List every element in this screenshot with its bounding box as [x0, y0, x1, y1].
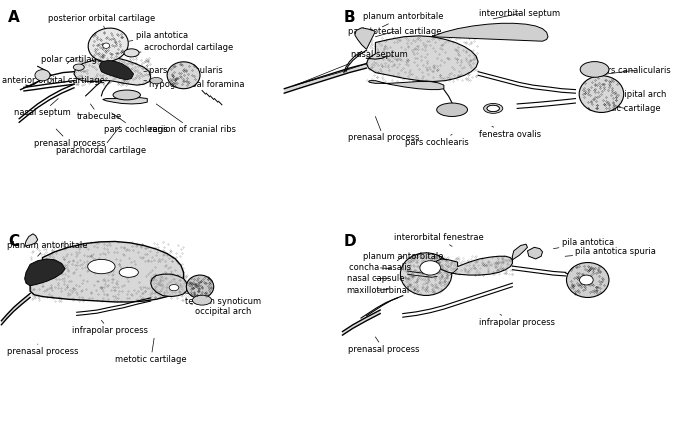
Ellipse shape [579, 76, 623, 112]
Text: maxilloturbinal: maxilloturbinal [347, 286, 410, 295]
Ellipse shape [487, 105, 499, 112]
Polygon shape [284, 64, 366, 93]
Ellipse shape [566, 263, 609, 297]
Text: posterior orbital cartilage: posterior orbital cartilage [48, 14, 155, 34]
Text: planum antorbitale: planum antorbitale [363, 252, 444, 261]
Ellipse shape [580, 61, 609, 77]
Text: pila antotica: pila antotica [553, 238, 614, 249]
Ellipse shape [420, 261, 440, 275]
Text: prenasal process: prenasal process [34, 129, 105, 148]
Text: planum antorbitale: planum antorbitale [7, 241, 88, 256]
Text: interorbital septum: interorbital septum [479, 9, 560, 19]
Text: parietotectal cartilage: parietotectal cartilage [348, 27, 441, 37]
Ellipse shape [113, 90, 140, 100]
Text: occipital arch: occipital arch [604, 87, 666, 99]
Text: metotic cartilage: metotic cartilage [115, 338, 187, 364]
Text: trabeculae: trabeculae [77, 104, 122, 121]
Polygon shape [103, 98, 147, 104]
Text: anterior orbital cartilage: anterior orbital cartilage [2, 76, 105, 85]
Polygon shape [1, 293, 30, 325]
Polygon shape [512, 244, 527, 260]
Ellipse shape [167, 62, 200, 89]
Text: parachordal cartilage: parachordal cartilage [56, 126, 147, 155]
Ellipse shape [192, 295, 212, 305]
Ellipse shape [437, 103, 467, 116]
Polygon shape [435, 256, 512, 275]
Polygon shape [527, 247, 543, 259]
Text: planum antorbitale: planum antorbitale [363, 12, 444, 27]
Text: pars cochlearis: pars cochlearis [104, 113, 168, 134]
Text: infrapolar process: infrapolar process [72, 320, 148, 335]
Polygon shape [74, 57, 151, 85]
Ellipse shape [88, 259, 115, 274]
Polygon shape [99, 60, 134, 80]
Text: C: C [8, 234, 19, 249]
Text: D: D [344, 234, 356, 249]
Text: tectum synoticum: tectum synoticum [182, 292, 261, 306]
Ellipse shape [88, 28, 128, 61]
Text: nasal septum: nasal septum [14, 99, 71, 117]
Ellipse shape [580, 275, 593, 285]
Text: pars canalicularis: pars canalicularis [597, 66, 671, 75]
Text: B: B [344, 10, 356, 25]
Text: A: A [8, 10, 20, 25]
Text: metotic cartilage: metotic cartilage [589, 101, 661, 113]
Text: polar cartilage: polar cartilage [41, 55, 102, 64]
Ellipse shape [169, 284, 179, 291]
Ellipse shape [73, 64, 84, 70]
Polygon shape [25, 234, 38, 246]
Ellipse shape [186, 275, 214, 298]
Ellipse shape [103, 43, 110, 48]
Polygon shape [366, 36, 478, 82]
Ellipse shape [484, 103, 503, 113]
Text: interorbital fenestrae: interorbital fenestrae [393, 233, 484, 246]
Text: pars cochlearis: pars cochlearis [405, 134, 469, 147]
Polygon shape [25, 259, 65, 286]
Text: pila antotica: pila antotica [129, 31, 188, 41]
Text: fenestra ovalis: fenestra ovalis [479, 126, 542, 139]
Polygon shape [369, 81, 444, 90]
Ellipse shape [35, 69, 50, 81]
Ellipse shape [124, 49, 139, 57]
Text: occipital arch: occipital arch [190, 304, 251, 316]
Polygon shape [355, 28, 375, 49]
Text: region of cranial ribs: region of cranial ribs [149, 104, 236, 134]
Ellipse shape [400, 253, 452, 296]
Text: prenasal process: prenasal process [348, 116, 419, 142]
Text: acrochordal cartilage: acrochordal cartilage [137, 43, 233, 52]
Text: nasal septum: nasal septum [351, 50, 408, 59]
Text: pila antotica spuria: pila antotica spuria [565, 247, 656, 256]
Polygon shape [151, 274, 188, 297]
Text: infrapolar process: infrapolar process [479, 314, 556, 327]
Text: concha nasalis: concha nasalis [349, 263, 412, 272]
Polygon shape [342, 310, 380, 335]
Ellipse shape [150, 78, 162, 84]
Ellipse shape [119, 267, 138, 277]
Polygon shape [432, 23, 548, 41]
Text: hypoglassoal foramina: hypoglassoal foramina [144, 80, 245, 89]
Text: nasal capsule: nasal capsule [347, 274, 404, 283]
Polygon shape [30, 241, 184, 302]
Text: prenasal process: prenasal process [7, 344, 78, 356]
Text: pars canalicularis: pars canalicularis [144, 66, 223, 75]
Ellipse shape [487, 105, 499, 112]
Text: prenasal process: prenasal process [348, 337, 419, 354]
